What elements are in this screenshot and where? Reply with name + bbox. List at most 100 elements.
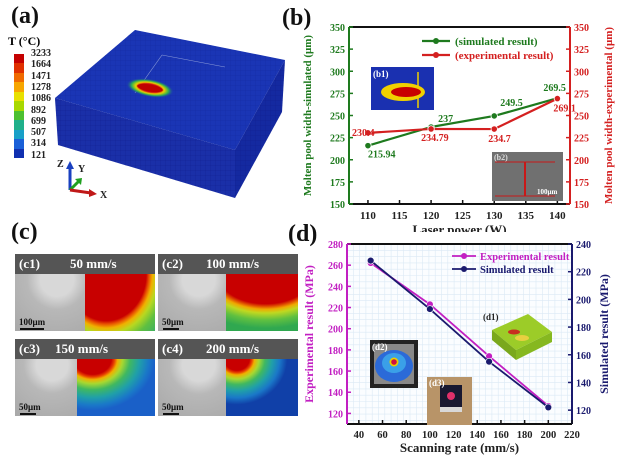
colorbar-tick-label: 121	[31, 149, 46, 161]
y-right-tick-label: 225	[574, 134, 589, 145]
y-left-tick-label: 240	[328, 282, 343, 293]
x-axis-title: Laser power (W)	[412, 222, 506, 232]
colorbar-segment	[14, 91, 24, 102]
series-line-simulated	[367, 97, 558, 147]
panel-c-label: (c)	[11, 219, 38, 245]
data-label: 269.5	[543, 83, 566, 94]
inset-d1-side	[516, 332, 552, 360]
x-tick-label: 60	[377, 430, 388, 441]
y-right-tick-label: 140	[576, 378, 591, 389]
subpanel-c2: (c2) 100 mm/s 50μm	[158, 254, 298, 331]
data-point	[426, 305, 434, 313]
simulated-temperature-field	[226, 359, 298, 416]
colorbar-tick-label: 1278	[31, 81, 51, 93]
temperature-colorbar	[14, 54, 24, 159]
colorbar-segment	[14, 82, 24, 93]
colorbar-tick-label: 314	[31, 138, 46, 150]
colorbar-segment	[14, 129, 24, 140]
data-point	[427, 125, 435, 133]
subpanel-c1: (c1) 50 mm/s 100μm	[15, 254, 155, 331]
inset-d1-stress-zone	[515, 335, 529, 341]
legend-marker	[433, 38, 439, 44]
y-right-tick-label: 120	[576, 406, 591, 417]
scale-bar	[163, 413, 179, 415]
x-axis-title: Scanning rate (mm/s)	[400, 440, 519, 455]
subpanel-header: (c1) 50 mm/s	[15, 254, 155, 274]
chart-d-residual-stress: 40 60 80 100 120 140 160 180 200 220 120 140 160 180 2…	[302, 240, 611, 455]
data-label: 215.94	[368, 150, 396, 161]
y-right-tick-label: 150	[574, 200, 589, 211]
x-tick-label: 140	[469, 430, 485, 441]
inset-d3-base	[440, 407, 462, 412]
y-right-tick-label: 180	[576, 323, 591, 334]
y-left-tick-label: 180	[328, 346, 343, 357]
data-label: 234.7	[488, 134, 511, 145]
inset-d2-label: (d2)	[372, 342, 388, 352]
y-left-tick-label: 280	[328, 240, 343, 251]
scan-speed-label: 150 mm/s	[55, 341, 109, 356]
inset-d1-hotspot	[508, 329, 520, 335]
scale-bar	[20, 328, 44, 330]
legend-label: Experimental result	[480, 252, 570, 263]
inset-d1-label: (d1)	[483, 312, 499, 322]
inset-d3-label: (d3)	[429, 378, 445, 388]
subpanel-c4: (c4) 200 mm/s 50μm	[158, 339, 298, 416]
x-tick-label: 200	[540, 430, 556, 441]
scale-bar-label: 100μm	[19, 317, 46, 327]
sem-micrograph	[158, 359, 226, 416]
y-left-tick-label: 275	[330, 89, 345, 100]
y-right-tick-label: 220	[576, 268, 591, 279]
data-point	[485, 357, 493, 366]
x-tick-label: 125	[454, 210, 471, 222]
y-left-tick-label: 260	[328, 261, 343, 272]
colorbar-tick-label: 507	[31, 127, 46, 139]
colorbar-segment	[14, 139, 24, 150]
colorbar-segment	[14, 120, 24, 131]
y-left-tick-label: 325	[330, 45, 345, 56]
y-right-tick-label: 350	[574, 23, 589, 34]
subpanel-id: (c2)	[162, 256, 183, 271]
x-tick-label: 135	[518, 210, 535, 222]
subpanel-id: (c1)	[19, 256, 40, 271]
inset-b2	[492, 152, 563, 201]
scan-speed-label: 50 mm/s	[70, 256, 117, 271]
data-point	[490, 125, 498, 133]
scale-bar-label: 50μm	[19, 402, 41, 412]
subpanel-header: (c2) 100 mm/s	[158, 254, 298, 274]
y-left-tick-label: 200	[328, 325, 343, 336]
scan-speed-label: 200 mm/s	[206, 341, 260, 356]
x-tick-label: 220	[564, 430, 580, 441]
x-tick-label: 110	[360, 210, 376, 222]
series-line-simulated	[370, 259, 549, 409]
x-tick-label: 115	[392, 210, 408, 222]
subpanel-id: (c3)	[19, 341, 40, 356]
y-right-tick-label: 240	[576, 240, 591, 251]
y-left-axis-title: Molten pool width-simulated (μm)	[302, 35, 314, 196]
colorbar-segment	[14, 148, 24, 159]
y-left-axis-title: Experimental result (MPa)	[302, 265, 316, 403]
subpanel-id: (c4)	[162, 341, 183, 356]
data-point	[490, 112, 498, 120]
data-label: 234.79	[421, 133, 449, 144]
x-tick-label: 140	[549, 210, 566, 222]
data-point	[544, 403, 553, 412]
axis-x-label: X	[100, 190, 108, 200]
data-label: 237	[438, 114, 453, 125]
chart-b-molten-pool-width: 110 115 120 125 130 135 140 150 150 175 175 200 200 2…	[302, 23, 615, 232]
colorbar-segment	[14, 63, 24, 74]
axis-y-label: Y	[78, 164, 86, 175]
sem-micrograph	[15, 359, 77, 416]
colorbar-tick-label: 699	[31, 115, 46, 127]
subpanel-c3: (c3) 150 mm/s 50μm	[15, 339, 155, 416]
y-left-tick-label: 300	[330, 67, 345, 78]
sem-micrograph	[158, 274, 226, 331]
data-point	[553, 94, 561, 103]
y-left-tick-label: 220	[328, 304, 343, 315]
series-line-experimental	[367, 97, 558, 134]
y-right-tick-label: 300	[574, 67, 589, 78]
x-tick-label: 160	[493, 430, 509, 441]
legend-label: (experimental result)	[455, 50, 554, 62]
inset-d3-glow	[447, 392, 455, 400]
inset-b2-label: (b2)	[494, 153, 508, 162]
simulated-temperature-field	[77, 359, 155, 416]
